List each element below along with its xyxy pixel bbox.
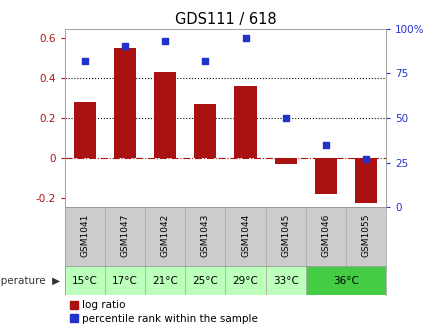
Bar [226, 207, 266, 266]
Text: 29°C: 29°C [233, 276, 259, 286]
Text: GSM1043: GSM1043 [201, 214, 210, 257]
Text: 36°C: 36°C [333, 276, 359, 286]
Bar [266, 207, 306, 266]
Bar [105, 266, 145, 295]
Bar [185, 207, 226, 266]
Bar [226, 266, 266, 295]
Bar [194, 104, 216, 158]
Bar [275, 158, 297, 164]
Bar [105, 207, 145, 266]
Point [121, 44, 129, 49]
Bar [266, 266, 306, 295]
Text: 25°C: 25°C [192, 276, 218, 286]
Point [81, 58, 88, 64]
Bar [355, 158, 377, 204]
Point [282, 115, 289, 121]
Point [363, 157, 370, 162]
Point [322, 142, 329, 148]
Bar [185, 266, 226, 295]
Text: 15°C: 15°C [72, 276, 97, 286]
Text: 21°C: 21°C [152, 276, 178, 286]
Text: GSM1041: GSM1041 [80, 214, 89, 257]
Bar [65, 266, 105, 295]
Bar [315, 158, 337, 194]
Bar [145, 207, 185, 266]
Text: GSM1045: GSM1045 [281, 214, 290, 257]
Text: GSM1046: GSM1046 [321, 214, 331, 257]
Bar [154, 72, 176, 158]
Legend: log ratio, percentile rank within the sample: log ratio, percentile rank within the sa… [70, 300, 258, 324]
Bar [114, 48, 136, 158]
Bar [235, 86, 257, 158]
Text: temperature  ▶: temperature ▶ [0, 276, 60, 286]
Text: GSM1055: GSM1055 [362, 214, 371, 257]
Bar [145, 266, 185, 295]
Point [242, 35, 249, 40]
Point [202, 58, 209, 64]
Bar [73, 102, 96, 158]
Text: 33°C: 33°C [273, 276, 299, 286]
Bar [306, 266, 386, 295]
Text: 17°C: 17°C [112, 276, 138, 286]
Text: GSM1044: GSM1044 [241, 214, 250, 257]
Point [162, 38, 169, 44]
Text: GSM1042: GSM1042 [161, 214, 170, 257]
Bar [346, 207, 386, 266]
Text: GSM1047: GSM1047 [120, 214, 129, 257]
Title: GDS111 / 618: GDS111 / 618 [174, 12, 276, 28]
Bar [306, 207, 346, 266]
Bar [65, 207, 105, 266]
